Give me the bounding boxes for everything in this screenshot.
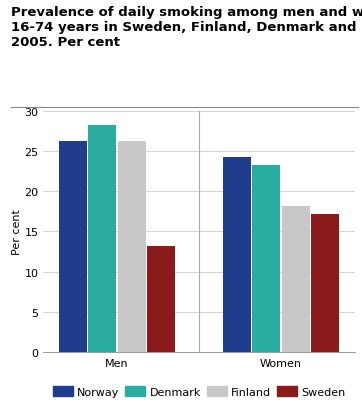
Bar — [311, 214, 339, 352]
Legend: Norway, Denmark, Finland, Sweden: Norway, Denmark, Finland, Sweden — [49, 382, 350, 402]
Text: Prevalence of daily smoking among men and women
16-74 years in Sweden, Finland, : Prevalence of daily smoking among men an… — [11, 6, 362, 49]
Bar — [252, 166, 280, 352]
Bar — [223, 158, 251, 352]
Bar — [88, 126, 117, 352]
Y-axis label: Per cent: Per cent — [12, 209, 22, 255]
Bar — [282, 206, 310, 352]
Bar — [147, 246, 176, 352]
Bar — [59, 142, 87, 352]
Bar — [118, 142, 146, 352]
